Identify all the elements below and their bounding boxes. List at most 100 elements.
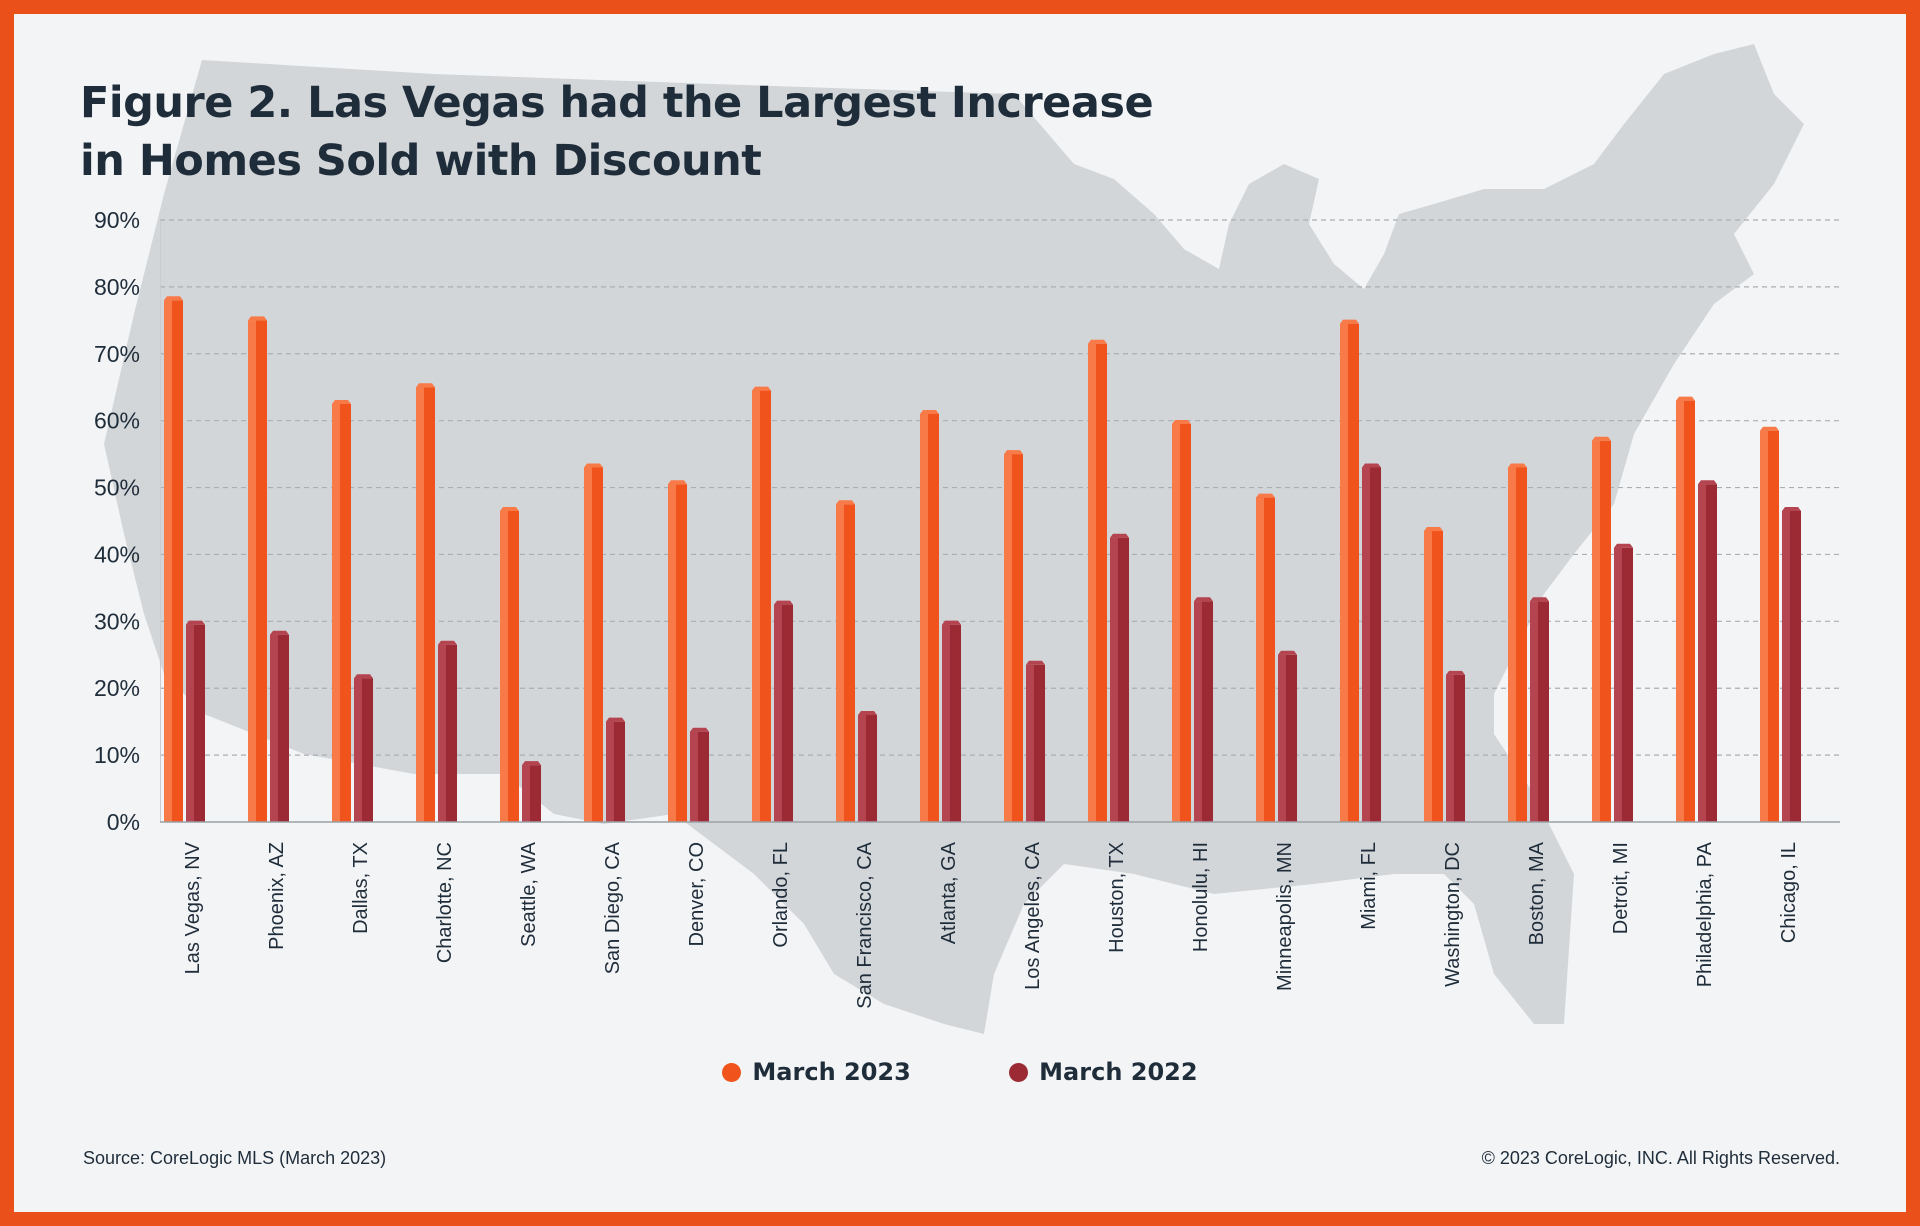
bar-highlight [836,504,844,822]
bar-cap [668,480,687,485]
x-tick-label: San Francisco, CA [854,841,876,1008]
bar-cap [942,620,961,625]
bar-march-2023 [836,500,855,822]
bar-highlight [1676,400,1684,822]
y-tick-label: 30% [94,608,140,634]
bar-march-2022 [354,674,373,822]
x-tick-label: Las Vegas, NV [182,841,204,974]
x-tick-label: Phoenix, AZ [266,842,288,950]
y-tick-label: 80% [94,274,140,300]
bar-cap [606,717,625,722]
bar-highlight [500,510,508,822]
source-note: Source: CoreLogic MLS (March 2023) [83,1148,387,1168]
bar-march-2022 [186,620,205,822]
bar-cap [1256,493,1275,498]
bar-cap [1004,450,1023,455]
bar-march-2023 [1676,396,1695,822]
x-tick-label: Philadelphia, PA [1694,841,1716,987]
bar-highlight [1698,484,1706,822]
bar-cap [1172,420,1191,425]
bar-cap [332,399,351,404]
bar-highlight [1194,601,1202,822]
gridlines [160,219,1840,822]
legend-dot-march-2023 [722,1062,742,1082]
bar-march-2023 [668,480,687,822]
legend-item-march-2023: March 2023 [722,1058,911,1086]
y-tick-label: 20% [94,675,140,701]
bar-march-2023 [332,399,351,822]
bar-march-2022 [606,717,625,822]
legend-label-march-2022: March 2022 [1039,1058,1198,1086]
bar-cap [522,761,541,766]
x-tick-label: Houston, TX [1106,842,1128,953]
x-tick-label: Washington, DC [1442,842,1464,987]
y-tick-label: 70% [94,341,140,367]
bar-march-2023 [416,383,435,822]
bars [164,296,1801,822]
bar-march-2022 [942,620,961,822]
bar-march-2023 [1340,319,1359,822]
bar-highlight [354,678,362,822]
bar-cap [1340,319,1359,324]
bar-highlight [752,390,760,822]
bar-cap [1424,527,1443,532]
bar-march-2023 [164,296,183,822]
bar-highlight [1782,510,1790,822]
bar-cap [186,620,205,625]
bar-march-2022 [438,640,457,822]
bar-march-2022 [774,600,793,822]
bar-march-2023 [584,463,603,822]
bar-highlight [1614,547,1622,822]
x-tick-label: Denver, CO [686,842,708,946]
chart-title-line-2: in Homes Sold with Discount [80,136,762,186]
bar-march-2023 [1424,527,1443,822]
legend-dot-march-2022 [1009,1062,1029,1082]
y-tick-label: 40% [94,541,140,567]
bar-march-2022 [1614,543,1633,822]
x-tick-label: San Diego, CA [602,841,624,974]
bar-highlight [1088,343,1096,822]
y-axis-ticks: 0% 10% 20% 30% 40% 50% 60% 70% 80% 90% [94,207,140,835]
bar-cap [1362,463,1381,468]
bar-highlight [1424,531,1432,822]
bar-cap [1676,396,1695,401]
legend: March 2023 March 2022 [14,1058,1906,1088]
bar-cap [1614,543,1633,548]
bar-highlight [584,467,592,822]
x-tick-label: Orlando, FL [770,842,792,948]
y-tick-label: 10% [94,742,140,768]
bar-march-2023 [1508,463,1527,822]
legend-label-march-2023: March 2023 [752,1058,911,1086]
bar-cap [1446,670,1465,675]
bar-highlight [1004,454,1012,822]
chart-title: Figure 2. Las Vegas had the Largest Incr… [80,74,1154,190]
bar-highlight [1592,440,1600,822]
bar-cap [1088,339,1107,344]
bar-highlight [1110,537,1118,822]
bar-highlight [774,604,782,822]
bar-cap [438,640,457,645]
bar-march-2023 [1004,450,1023,822]
bar-highlight [186,624,194,822]
bar-march-2022 [1026,660,1045,822]
x-tick-label: Los Angeles, CA [1022,841,1044,990]
bar-march-2022 [858,710,877,822]
y-tick-label: 60% [94,408,140,434]
bar-march-2022 [1782,506,1801,822]
bar-march-2023 [1088,339,1107,822]
bar-chart: 0% 10% 20% 30% 40% 50% 60% 70% 80% 90% Las Vegas,… [94,207,1840,1009]
bar-highlight [858,714,866,822]
bar-highlight [690,731,698,822]
chart-frame: Figure 2. Las Vegas had the Largest Incr… [14,14,1906,1212]
bar-highlight [438,644,446,822]
bar-march-2022 [1110,533,1129,822]
x-tick-label: Miami, FL [1358,842,1380,930]
bar-highlight [1530,601,1538,822]
bar-cap [1782,506,1801,511]
x-tick-label: Honolulu, HI [1190,842,1212,952]
bar-highlight [1508,467,1516,822]
x-tick-label: Seattle, WA [518,841,540,947]
bar-march-2022 [1362,463,1381,822]
bar-cap [1110,533,1129,538]
chart-title-line-1: Figure 2. Las Vegas had the Largest Incr… [80,78,1154,128]
